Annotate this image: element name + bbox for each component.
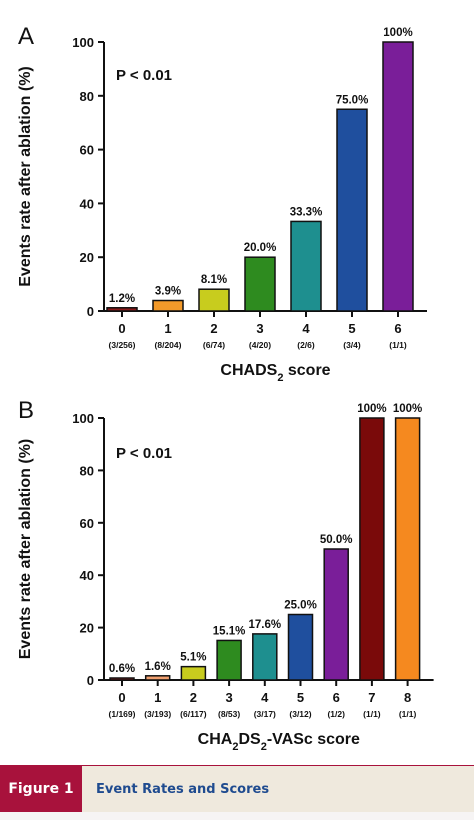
x-count-label: (6/117)	[180, 709, 207, 719]
x-tick-label: 7	[368, 690, 375, 705]
bar	[382, 41, 414, 312]
x-tick-label: 6	[394, 321, 401, 336]
bar-value-label: 100%	[383, 27, 412, 39]
y-tick-label: 100	[72, 35, 94, 50]
x-tick-label: 8	[404, 690, 411, 705]
bar-value-label: 3.9%	[155, 286, 181, 298]
x-count-label: (1/1)	[399, 709, 417, 719]
x-count-label: (3/17)	[254, 709, 276, 719]
bar	[106, 307, 138, 312]
bar	[216, 639, 242, 681]
bar	[394, 417, 421, 681]
y-tick-label: 100	[72, 411, 94, 426]
y-tick-label: 0	[87, 304, 94, 319]
bar-value-label: 100%	[393, 403, 422, 415]
bar-value-label: 20.0%	[244, 242, 277, 254]
bar	[290, 220, 322, 312]
y-tick-label: 40	[80, 568, 94, 583]
p-value-annotation: P < 0.01	[116, 445, 172, 462]
x-tick-label: 3	[225, 690, 232, 705]
x-tick-label: 2	[190, 690, 197, 705]
panel-label: A	[18, 23, 34, 50]
bar	[180, 665, 207, 681]
x-count-label: (3/12)	[289, 709, 311, 719]
bar-value-label: 8.1%	[201, 274, 227, 286]
x-count-label: (3/256)	[109, 340, 136, 350]
x-count-label: (6/74)	[203, 340, 225, 350]
x-tick-label: 1	[164, 321, 171, 336]
x-count-label: (4/20)	[249, 340, 271, 350]
y-tick-label: 20	[80, 621, 94, 636]
bar-value-label: 25.0%	[284, 600, 317, 612]
y-tick-label: 60	[80, 143, 94, 158]
x-count-label: (3/193)	[144, 709, 171, 719]
x-tick-label: 4	[261, 690, 269, 705]
y-tick-label: 20	[80, 250, 94, 265]
x-tick-label: 0	[118, 690, 125, 705]
x-axis-title: CHA2DS2-VASc score	[198, 731, 360, 753]
x-tick-label: 2	[210, 321, 217, 336]
bar	[144, 675, 171, 681]
x-tick-label: 1	[154, 690, 161, 705]
x-count-label: (2/6)	[297, 340, 315, 350]
bar-value-label: 1.2%	[109, 293, 135, 305]
bar	[252, 633, 278, 681]
x-count-label: (1/2)	[327, 709, 345, 719]
x-count-label: (1/1)	[389, 340, 407, 350]
bar	[323, 548, 349, 681]
x-tick-label: 6	[333, 690, 340, 705]
bar-value-label: 1.6%	[145, 661, 171, 673]
bar	[244, 256, 276, 312]
x-tick-label: 5	[348, 321, 355, 336]
x-tick-label: 3	[256, 321, 263, 336]
bar-value-label: 15.1%	[213, 625, 246, 637]
panel-label: B	[18, 397, 34, 424]
x-count-label: (8/53)	[218, 709, 240, 719]
bar	[109, 677, 135, 681]
y-tick-label: 60	[80, 516, 94, 531]
y-axis-title: Events rate after ablation (%)	[17, 66, 34, 287]
figure-caption-bar: Figure 1 Event Rates and Scores	[0, 766, 474, 812]
y-tick-label: 80	[80, 463, 94, 478]
bar-value-label: 17.6%	[248, 619, 281, 631]
bar-value-label: 50.0%	[320, 534, 353, 546]
bar-value-label: 5.1%	[180, 652, 206, 664]
x-count-label: (8/204)	[155, 340, 182, 350]
bar	[359, 417, 385, 681]
x-tick-label: 0	[118, 321, 125, 336]
bar-value-label: 75.0%	[336, 94, 369, 106]
x-axis-title: CHADS2 score	[220, 362, 330, 384]
x-tick-label: 4	[302, 321, 310, 336]
figure-title: Event Rates and Scores	[96, 781, 270, 797]
y-axis-title: Events rate after ablation (%)	[17, 439, 34, 660]
x-count-label: (3/4)	[343, 340, 361, 350]
x-count-label: (1/1)	[363, 709, 381, 719]
bar	[198, 288, 230, 312]
bar-value-label: 100%	[357, 403, 386, 415]
bar	[152, 299, 184, 312]
x-count-label: (1/169)	[109, 709, 136, 719]
p-value-annotation: P < 0.01	[116, 67, 172, 84]
figure-label: Figure 1	[0, 766, 82, 812]
bar-value-label: 33.3%	[290, 206, 323, 218]
x-tick-label: 5	[297, 690, 304, 705]
y-tick-label: 80	[80, 89, 94, 104]
y-tick-label: 40	[80, 196, 94, 211]
y-tick-label: 0	[87, 673, 94, 688]
bar-value-label: 0.6%	[109, 663, 135, 675]
bar	[287, 613, 314, 681]
bar	[336, 108, 368, 312]
